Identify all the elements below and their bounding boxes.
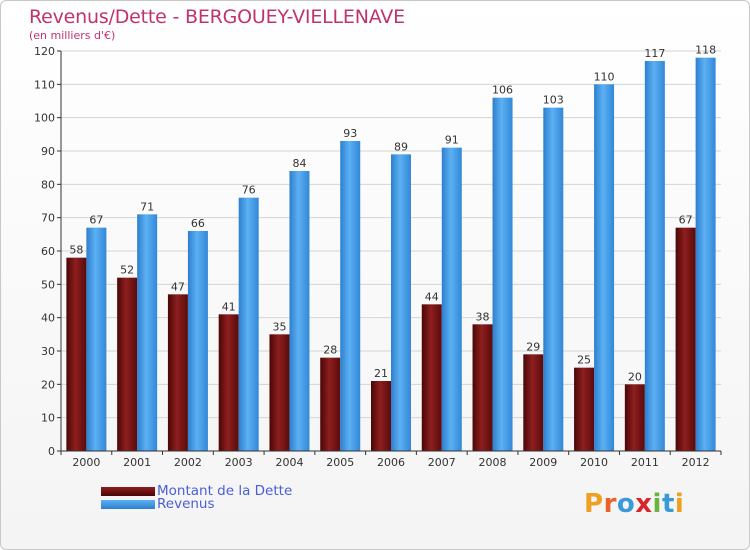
proxiti-logo: Proxiti <box>584 489 684 519</box>
bar-dette <box>218 314 239 451</box>
x-tick-label: 2009 <box>529 456 557 469</box>
x-tick-label: 2012 <box>682 456 710 469</box>
chart-subtitle: (en milliers d'€) <box>29 29 116 42</box>
bar-dette <box>523 354 544 451</box>
bar-dette <box>371 381 391 451</box>
bars <box>66 57 716 452</box>
bar-revenus <box>238 197 259 451</box>
data-label: 66 <box>191 217 205 230</box>
data-label: 67 <box>679 214 693 227</box>
bar-dette <box>574 367 595 451</box>
bar-dette <box>624 384 645 451</box>
bar-dette <box>320 357 341 451</box>
data-label: 110 <box>594 70 615 83</box>
logo-letter: o <box>616 489 636 519</box>
data-label: 47 <box>171 280 185 293</box>
data-label: 93 <box>343 127 357 140</box>
data-label: 28 <box>323 344 337 357</box>
data-label: 25 <box>577 354 591 367</box>
y-tick-label: 110 <box>34 78 55 91</box>
logo-letter: t <box>661 489 675 519</box>
x-tick-label: 2004 <box>275 456 303 469</box>
x-axis-ticks: 2000 2001 2002 2003 2004 2005 2006 2007 2008 2009… <box>60 451 722 469</box>
legend-swatch-revenus <box>101 500 155 509</box>
data-label: 117 <box>644 47 665 60</box>
logo-letter: r <box>603 489 617 519</box>
bar-revenus <box>340 141 361 451</box>
y-axis-ticks: 0 10 20 30 40 50 60 70 80 90 100 110 120 <box>34 45 61 458</box>
x-tick-label: 2002 <box>174 456 202 469</box>
data-label: 103 <box>543 94 564 107</box>
bar-dette <box>675 227 696 451</box>
bar-dette <box>421 304 442 451</box>
data-label: 91 <box>445 134 459 147</box>
legend-swatch-dette <box>101 487 155 496</box>
x-tick-label: 2003 <box>225 456 253 469</box>
logo-letter: x <box>635 489 653 519</box>
bar-revenus <box>644 61 665 451</box>
bar-dette <box>117 277 138 451</box>
data-label: 29 <box>526 340 540 353</box>
y-tick-label: 30 <box>41 345 55 358</box>
data-label: 21 <box>374 367 388 380</box>
data-label: 71 <box>140 200 154 213</box>
data-label: 52 <box>120 264 134 277</box>
bar-dette <box>167 294 188 451</box>
data-label: 20 <box>628 370 642 383</box>
data-label: 89 <box>394 140 408 153</box>
data-label: 44 <box>425 290 439 303</box>
bar-revenus <box>391 154 411 452</box>
y-tick-label: 80 <box>41 178 55 191</box>
y-tick-label: 70 <box>41 212 55 225</box>
y-tick-label: 50 <box>41 278 55 291</box>
y-tick-label: 90 <box>41 145 55 158</box>
y-tick-label: 60 <box>41 245 55 258</box>
bar-dette <box>66 257 87 451</box>
x-tick-label: 2011 <box>631 456 659 469</box>
y-tick-label: 120 <box>34 45 55 58</box>
logo-letter: i <box>674 489 685 519</box>
x-tick-label: 2008 <box>479 456 507 469</box>
data-label: 58 <box>69 244 83 257</box>
data-labels: 58 67 52 71 47 66 41 76 35 84 28 93 21 89 44 91 38 106 29 1… <box>69 44 716 384</box>
bar-revenus <box>594 84 615 451</box>
legend-label-revenus: Revenus <box>157 496 215 512</box>
data-label: 76 <box>242 184 256 197</box>
bar-dette <box>269 334 290 451</box>
y-tick-label: 0 <box>48 445 55 458</box>
bar-revenus <box>695 57 716 452</box>
chart-title: Revenus/Dette - BERGOUEY-VIELLENAVE <box>29 6 405 28</box>
bar-dette <box>472 324 493 451</box>
y-tick-label: 100 <box>34 112 55 125</box>
logo-letter: i <box>652 489 662 519</box>
bar-revenus <box>187 231 208 451</box>
bar-revenus <box>137 214 158 451</box>
bar-revenus <box>441 147 462 451</box>
x-tick-label: 2005 <box>326 456 354 469</box>
x-tick-label: 2000 <box>72 456 100 469</box>
bar-revenus <box>492 97 513 452</box>
data-label: 67 <box>89 214 103 227</box>
bar-revenus <box>289 171 310 451</box>
data-label: 106 <box>492 84 513 97</box>
bar-revenus <box>543 107 564 452</box>
data-label: 84 <box>292 157 306 170</box>
data-label: 118 <box>695 44 716 57</box>
y-tick-label: 20 <box>41 378 55 391</box>
data-label: 41 <box>222 300 236 313</box>
y-tick-label: 10 <box>41 412 55 425</box>
legend-label-dette: Montant de la Dette <box>157 483 293 499</box>
x-tick-label: 2010 <box>580 456 608 469</box>
bar-revenus <box>86 227 107 451</box>
x-tick-label: 2001 <box>123 456 151 469</box>
y-tick-label: 40 <box>41 312 55 325</box>
logo-letter: P <box>584 489 604 519</box>
x-tick-label: 2006 <box>377 456 405 469</box>
data-label: 35 <box>272 320 286 333</box>
data-label: 38 <box>476 310 490 323</box>
x-tick-label: 2007 <box>428 456 456 469</box>
